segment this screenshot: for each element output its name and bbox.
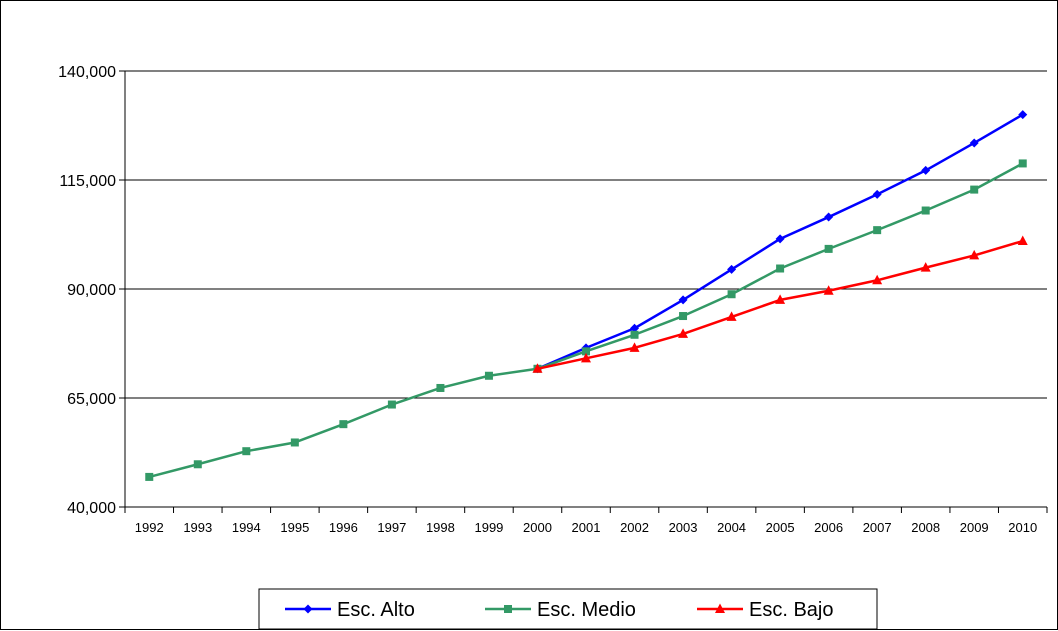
data-point <box>872 274 883 285</box>
data-point <box>678 328 689 338</box>
legend-box <box>258 588 878 630</box>
legend-label: Esc. Bajo <box>749 599 833 621</box>
data-point <box>727 290 736 299</box>
legend-label: Esc. Medio <box>537 599 636 621</box>
data-point <box>581 352 591 363</box>
data-point <box>290 438 299 447</box>
data-point <box>630 323 640 333</box>
x-tick-label: 1994 <box>232 520 261 535</box>
data-point <box>969 138 979 148</box>
x-tick-label: 1992 <box>135 520 164 535</box>
data-point <box>824 244 833 253</box>
legend-item: Esc. Medio <box>485 599 636 621</box>
x-tick-label: 2009 <box>960 520 989 535</box>
series-line <box>148 162 1024 479</box>
y-axis-ticks: 40,000 65,000 90,000 115,000 140,000 <box>58 64 116 517</box>
series-esc-alto <box>532 110 1028 374</box>
y-tick-label: 90,000 <box>67 282 116 299</box>
gridlines <box>125 70 1047 399</box>
data-point <box>532 363 543 373</box>
x-tick-label: 2006 <box>814 520 843 535</box>
x-tick-label: 1999 <box>474 520 503 535</box>
data-point <box>921 165 931 175</box>
series-esc-bajo <box>532 235 1028 373</box>
legend-item: Esc. Alto <box>285 599 415 621</box>
x-tick-label: 2010 <box>1008 520 1037 535</box>
x-tick-label: 2002 <box>620 520 649 535</box>
data-point <box>436 383 445 392</box>
x-tick-label: 2000 <box>523 520 552 535</box>
data-point <box>970 185 979 194</box>
x-tick-label: 1993 <box>183 520 212 535</box>
x-tick-label: 2001 <box>572 520 601 535</box>
data-point <box>339 420 348 429</box>
series-line <box>537 239 1024 371</box>
legend-marker <box>504 605 512 613</box>
series-layer <box>145 110 1028 481</box>
data-point <box>726 311 737 321</box>
data-point <box>582 347 590 356</box>
data-point <box>387 400 396 409</box>
legend-label: Esc. Alto <box>337 599 415 621</box>
x-tick-label: 2004 <box>717 520 746 535</box>
data-point <box>145 472 154 481</box>
x-tick-label: 2003 <box>669 520 698 535</box>
data-point <box>823 285 834 295</box>
data-point <box>824 212 834 222</box>
legend-marker <box>303 604 313 614</box>
y-tick-label: 65,000 <box>67 391 116 408</box>
y-tick-label: 40,000 <box>67 500 116 517</box>
data-point <box>775 294 786 304</box>
x-tick-label: 1996 <box>329 520 358 535</box>
x-axis-ticks: 1992 1993 1994 1995 1996 1997 1998 1999 2000 2001… <box>135 520 1037 535</box>
x-tick-label: 2007 <box>863 520 892 535</box>
data-point <box>920 262 931 272</box>
data-point <box>775 234 785 244</box>
x-tick-label: 1997 <box>377 520 406 535</box>
axes <box>119 70 1048 513</box>
data-point <box>678 295 688 305</box>
x-tick-label: 1995 <box>280 520 309 535</box>
series-esc-medio <box>145 159 1027 481</box>
data-point <box>872 189 882 199</box>
data-point <box>1017 235 1028 246</box>
x-tick-label: 2005 <box>766 520 795 535</box>
data-point <box>242 447 251 456</box>
data-point <box>630 330 639 339</box>
data-point <box>1018 110 1028 120</box>
legend: Esc. Alto Esc. Medio Esc. Bajo <box>258 588 878 630</box>
data-point <box>679 312 688 321</box>
data-point <box>727 264 737 274</box>
data-point <box>1018 159 1027 168</box>
x-tick-label: 2008 <box>911 520 940 535</box>
data-point <box>969 249 980 260</box>
data-point <box>193 460 202 469</box>
legend-item: Esc. Bajo <box>697 599 833 621</box>
data-point <box>484 371 493 380</box>
data-point <box>629 342 640 352</box>
x-tick-label: 1998 <box>426 520 455 535</box>
data-point <box>873 226 882 235</box>
data-point <box>776 264 785 273</box>
y-tick-label: 115,000 <box>59 173 116 190</box>
legend-marker <box>715 603 725 613</box>
y-tick-label: 140,000 <box>58 64 116 81</box>
data-point <box>921 206 930 215</box>
